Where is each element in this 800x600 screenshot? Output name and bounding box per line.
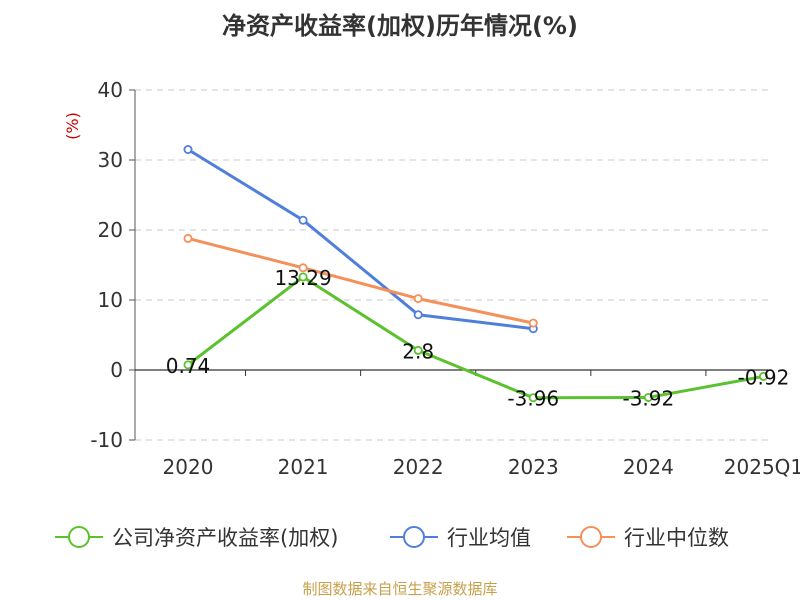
data-point-company <box>643 392 653 402</box>
series-line-industry-mean <box>187 148 534 331</box>
x-tick-label: 2020 <box>163 455 214 479</box>
data-point-industry-mean <box>413 310 423 320</box>
y-tick-label: 10 <box>98 288 123 312</box>
y-axis-title: (%) <box>63 112 82 140</box>
data-point-industry-median <box>298 263 308 273</box>
data-point-company <box>298 272 308 282</box>
data-point-company <box>758 371 768 381</box>
data-label: 13.29 <box>274 266 331 290</box>
y-tick-label: 0 <box>110 358 123 382</box>
data-point-industry-median <box>528 318 538 328</box>
x-tick-label: 2024 <box>623 455 674 479</box>
x-tick-label: 2025Q1 <box>724 455 800 479</box>
data-label: 0.74 <box>166 354 211 378</box>
y-tick-label: 30 <box>98 148 123 172</box>
legend-marker-industry-median <box>580 526 602 548</box>
data-label: 2.8 <box>402 339 434 363</box>
y-tick-label: 20 <box>98 218 123 242</box>
series-line-company <box>187 275 764 400</box>
data-point-industry-median <box>413 294 423 304</box>
data-point-company <box>528 393 538 403</box>
series-line-industry-median <box>187 236 534 325</box>
data-label: -3.92 <box>622 386 674 410</box>
axes: -10 0 10 20 30 40 2020 2021 2022 2023 2024 2025Q1 <box>90 78 800 479</box>
legend-label-company: 公司净资产收益率(加权) <box>112 526 338 550</box>
x-tick-label: 2021 <box>278 455 329 479</box>
y-tick-label: 40 <box>98 78 123 102</box>
data-point-company <box>183 360 193 370</box>
data-point-industry-median <box>183 233 193 243</box>
legend-label-industry-mean: 行业均值 <box>447 526 531 550</box>
data-point-industry-mean <box>183 144 193 154</box>
source-note: 制图数据来自恒生聚源数据库 <box>302 580 498 598</box>
data-label: -0.92 <box>738 365 790 389</box>
y-tick-label: -10 <box>90 428 123 452</box>
data-label: -3.96 <box>507 387 559 411</box>
legend-marker-company <box>68 526 90 548</box>
series <box>183 144 768 403</box>
data-labels: 0.74 13.29 2.8 -3.96 -3.92 -0.92 <box>166 266 790 411</box>
legend-marker-industry-mean <box>403 526 425 548</box>
x-tick-label: 2023 <box>508 455 559 479</box>
data-point-company <box>413 345 423 355</box>
x-tick-label: 2022 <box>393 455 444 479</box>
legend-label-industry-median: 行业中位数 <box>624 526 729 550</box>
legend: 公司净资产收益率(加权) 行业均值 行业中位数 <box>55 526 729 550</box>
chart-title: 净资产收益率(加权)历年情况(%) <box>222 12 578 40</box>
data-point-industry-mean <box>298 215 308 225</box>
